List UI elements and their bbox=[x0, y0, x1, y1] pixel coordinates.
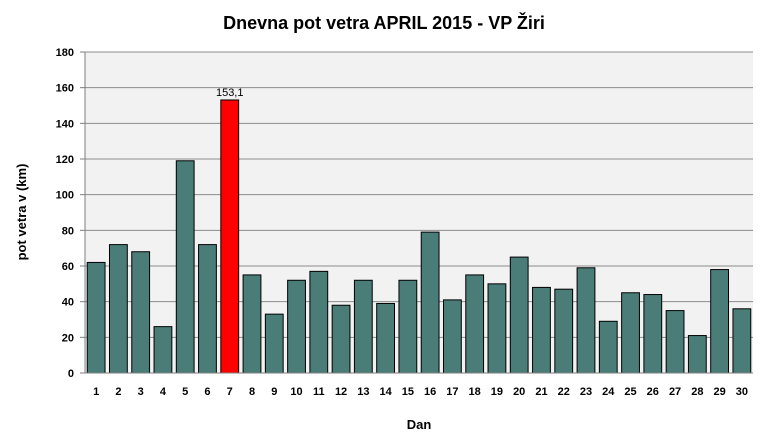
x-tick-label: 3 bbox=[138, 386, 144, 398]
x-tick-label: 9 bbox=[271, 386, 277, 398]
y-tick-label: 140 bbox=[56, 118, 74, 130]
plot-background bbox=[85, 52, 753, 373]
x-tick-label: 24 bbox=[602, 386, 615, 398]
x-tick-label: 26 bbox=[647, 386, 659, 398]
x-tick-label: 4 bbox=[160, 386, 167, 398]
bar-day-20 bbox=[509, 256, 529, 374]
x-tick-label: 20 bbox=[513, 386, 525, 398]
bar-day-30 bbox=[732, 308, 752, 374]
x-tick-label: 8 bbox=[249, 386, 255, 398]
x-tick-labels: 1 2 3 4 5 6 7 8 9 10 11 12 13 14 15 16 17 18 19 20 21 22 23 24 2… bbox=[93, 386, 748, 398]
grid bbox=[85, 51, 753, 338]
bar-day-17 bbox=[442, 299, 462, 374]
bar-day-16 bbox=[420, 231, 440, 374]
bar-day-9 bbox=[264, 313, 284, 374]
bar-day-23 bbox=[576, 267, 596, 374]
x-tick-label: 15 bbox=[402, 386, 414, 398]
x-tick-label: 1 bbox=[93, 386, 99, 398]
bar-day-14 bbox=[376, 302, 396, 374]
x-tick-label: 27 bbox=[669, 386, 681, 398]
x-tick-label: 29 bbox=[713, 386, 725, 398]
bar-day-4 bbox=[153, 326, 173, 374]
bar-day-19 bbox=[487, 283, 507, 374]
bar-day-29 bbox=[710, 269, 730, 374]
y-tick-label: 40 bbox=[62, 297, 74, 309]
bar-day-18 bbox=[465, 274, 485, 374]
y-axis-label: pot vetra v (km) bbox=[14, 164, 29, 261]
bar-day-1 bbox=[86, 261, 106, 374]
x-tick-label: 22 bbox=[558, 386, 570, 398]
bar-day-3 bbox=[131, 251, 151, 374]
x-tick-label: 28 bbox=[691, 386, 703, 398]
x-axis-label: Dan bbox=[407, 417, 432, 432]
x-tick-label: 6 bbox=[204, 386, 210, 398]
bar-day-10 bbox=[287, 279, 306, 374]
bar-day-25 bbox=[621, 292, 640, 374]
bars bbox=[86, 99, 752, 374]
x-tick-label: 18 bbox=[469, 386, 481, 398]
data-labels: 153,1 bbox=[216, 87, 244, 99]
x-tick-label: 5 bbox=[182, 386, 188, 398]
x-tick-label: 30 bbox=[736, 386, 748, 398]
x-tick-label: 7 bbox=[227, 386, 233, 398]
bar-day-8 bbox=[242, 274, 262, 374]
bar-day-2 bbox=[108, 244, 128, 374]
bar-day-11 bbox=[309, 270, 329, 374]
x-tick-label: 13 bbox=[357, 386, 369, 398]
bar-day-7 bbox=[220, 99, 240, 374]
x-tick-label: 19 bbox=[491, 386, 503, 398]
bar-day-28 bbox=[687, 335, 707, 374]
y-tick-label: 120 bbox=[56, 154, 74, 166]
chart-title: Dnevna pot vetra APRIL 2015 - VP Žiri bbox=[223, 12, 545, 33]
x-tick-label: 17 bbox=[446, 386, 458, 398]
bar-day-22 bbox=[554, 288, 574, 374]
bar-day-6 bbox=[198, 244, 217, 374]
bar-day-26 bbox=[643, 294, 663, 374]
y-tick-label: 20 bbox=[62, 332, 74, 344]
bar-day-27 bbox=[665, 310, 685, 374]
x-tick-label: 25 bbox=[624, 386, 636, 398]
data-label-highlight: 153,1 bbox=[216, 87, 244, 99]
y-tick-label: 60 bbox=[62, 261, 74, 273]
bar-day-15 bbox=[398, 279, 418, 374]
x-tick-label: 11 bbox=[313, 386, 325, 398]
bar-day-5 bbox=[175, 160, 195, 374]
y-tick-label: 160 bbox=[56, 83, 74, 95]
x-tick-label: 14 bbox=[379, 386, 392, 398]
x-tick-label: 16 bbox=[424, 386, 436, 398]
y-tick-labels: 0 20 40 60 80 100 120 140 160 180 bbox=[56, 47, 85, 380]
x-tick-label: 21 bbox=[535, 386, 547, 398]
x-tick-label: 23 bbox=[580, 386, 592, 398]
y-tick-label: 100 bbox=[56, 190, 74, 202]
x-tick-label: 2 bbox=[115, 386, 121, 398]
x-tick-label: 10 bbox=[290, 386, 302, 398]
bar-day-12 bbox=[331, 304, 351, 374]
y-tick-label: 180 bbox=[56, 47, 74, 59]
y-tick-label: 80 bbox=[62, 225, 74, 237]
x-tick-label: 12 bbox=[335, 386, 347, 398]
bar-day-13 bbox=[353, 279, 373, 374]
y-tick-label: 0 bbox=[68, 368, 74, 380]
bar-day-24 bbox=[598, 320, 618, 374]
bar-day-21 bbox=[532, 286, 551, 374]
